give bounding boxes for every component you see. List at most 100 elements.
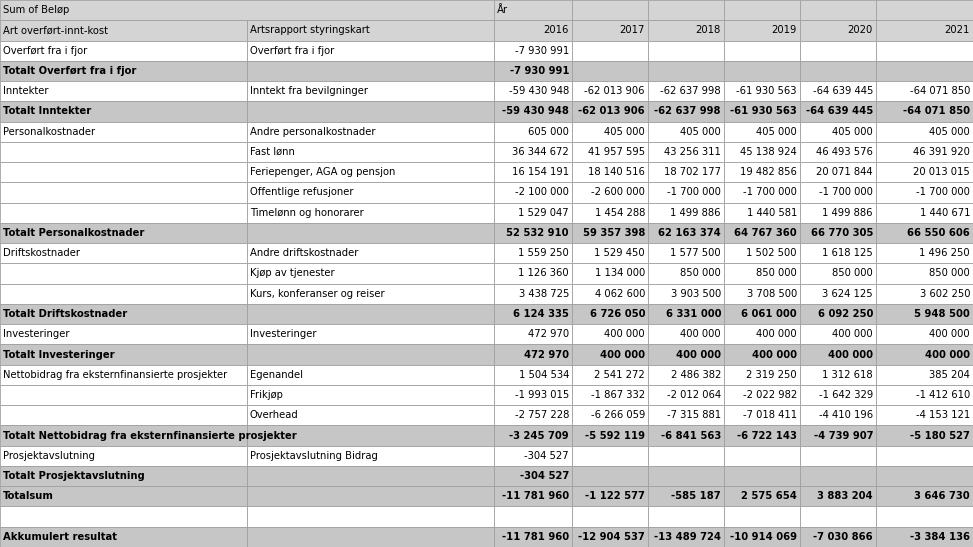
Bar bbox=[648, 426, 724, 446]
Bar bbox=[0, 385, 247, 405]
Text: 20 013 015: 20 013 015 bbox=[914, 167, 970, 177]
Text: -59 430 948: -59 430 948 bbox=[509, 86, 569, 96]
Text: 5 948 500: 5 948 500 bbox=[915, 309, 970, 319]
Text: 43 256 311: 43 256 311 bbox=[665, 147, 721, 157]
Text: -1 122 577: -1 122 577 bbox=[585, 491, 645, 502]
Text: -1 700 000: -1 700 000 bbox=[667, 188, 721, 197]
Bar bbox=[724, 446, 800, 466]
Text: 400 000: 400 000 bbox=[756, 329, 797, 339]
Bar bbox=[648, 0, 724, 20]
Text: 850 000: 850 000 bbox=[832, 269, 873, 278]
Text: -2 757 228: -2 757 228 bbox=[515, 410, 569, 420]
Text: Sum of Beløp: Sum of Beløp bbox=[3, 5, 69, 15]
Text: 6 061 000: 6 061 000 bbox=[741, 309, 797, 319]
Bar bbox=[648, 142, 724, 162]
Bar bbox=[800, 385, 876, 405]
Text: 2 541 272: 2 541 272 bbox=[595, 370, 645, 380]
Text: 2019: 2019 bbox=[772, 25, 797, 36]
Text: Totalt Personalkostnader: Totalt Personalkostnader bbox=[3, 228, 144, 238]
Bar bbox=[800, 243, 876, 263]
Bar bbox=[0, 284, 247, 304]
Bar bbox=[876, 385, 973, 405]
Text: -62 637 998: -62 637 998 bbox=[661, 86, 721, 96]
Bar bbox=[572, 405, 648, 426]
Bar bbox=[494, 0, 572, 20]
Bar bbox=[572, 446, 648, 466]
Text: Offentlige refusjoner: Offentlige refusjoner bbox=[250, 188, 353, 197]
Text: -1 867 332: -1 867 332 bbox=[591, 390, 645, 400]
Text: 2018: 2018 bbox=[696, 25, 721, 36]
Bar bbox=[494, 263, 572, 284]
Text: 400 000: 400 000 bbox=[828, 350, 873, 359]
Bar bbox=[247, 61, 494, 81]
Bar bbox=[494, 101, 572, 121]
Text: -11 781 960: -11 781 960 bbox=[502, 532, 569, 542]
Bar bbox=[247, 385, 494, 405]
Bar bbox=[0, 486, 247, 507]
Bar bbox=[800, 0, 876, 20]
Bar bbox=[876, 61, 973, 81]
Bar bbox=[648, 40, 724, 61]
Bar bbox=[572, 101, 648, 121]
Bar bbox=[572, 61, 648, 81]
Bar bbox=[0, 182, 247, 202]
Text: 52 532 910: 52 532 910 bbox=[507, 228, 569, 238]
Text: 62 163 374: 62 163 374 bbox=[659, 228, 721, 238]
Bar bbox=[247, 446, 494, 466]
Bar bbox=[0, 405, 247, 426]
Bar bbox=[648, 263, 724, 284]
Bar bbox=[724, 345, 800, 365]
Bar bbox=[0, 40, 247, 61]
Text: -2 600 000: -2 600 000 bbox=[592, 188, 645, 197]
Bar bbox=[724, 61, 800, 81]
Bar bbox=[0, 223, 247, 243]
Bar bbox=[494, 446, 572, 466]
Bar bbox=[648, 405, 724, 426]
Bar bbox=[800, 223, 876, 243]
Text: -1 993 015: -1 993 015 bbox=[515, 390, 569, 400]
Text: -64 639 445: -64 639 445 bbox=[806, 107, 873, 117]
Bar bbox=[724, 284, 800, 304]
Bar bbox=[724, 507, 800, 527]
Text: -62 013 906: -62 013 906 bbox=[585, 86, 645, 96]
Text: -1 700 000: -1 700 000 bbox=[917, 188, 970, 197]
Bar bbox=[247, 527, 494, 547]
Text: 385 204: 385 204 bbox=[929, 370, 970, 380]
Bar bbox=[648, 81, 724, 101]
Bar bbox=[800, 20, 876, 40]
Bar bbox=[247, 121, 494, 142]
Text: 400 000: 400 000 bbox=[604, 329, 645, 339]
Bar bbox=[247, 426, 494, 446]
Bar bbox=[247, 345, 494, 365]
Bar bbox=[0, 121, 247, 142]
Bar bbox=[0, 426, 247, 446]
Text: 64 767 360: 64 767 360 bbox=[735, 228, 797, 238]
Bar bbox=[876, 223, 973, 243]
Bar bbox=[800, 446, 876, 466]
Bar bbox=[494, 81, 572, 101]
Text: 3 624 125: 3 624 125 bbox=[822, 289, 873, 299]
Bar bbox=[494, 243, 572, 263]
Text: 19 482 856: 19 482 856 bbox=[740, 167, 797, 177]
Bar bbox=[800, 426, 876, 446]
Bar bbox=[800, 486, 876, 507]
Text: -4 410 196: -4 410 196 bbox=[819, 410, 873, 420]
Text: 6 331 000: 6 331 000 bbox=[666, 309, 721, 319]
Bar bbox=[247, 365, 494, 385]
Text: -59 430 948: -59 430 948 bbox=[502, 107, 569, 117]
Bar bbox=[876, 182, 973, 202]
Text: 3 903 500: 3 903 500 bbox=[670, 289, 721, 299]
Bar bbox=[572, 40, 648, 61]
Text: 2016: 2016 bbox=[544, 25, 569, 36]
Bar bbox=[494, 486, 572, 507]
Bar bbox=[876, 486, 973, 507]
Bar bbox=[800, 304, 876, 324]
Bar bbox=[494, 61, 572, 81]
Text: Prosjektavslutning Bidrag: Prosjektavslutning Bidrag bbox=[250, 451, 378, 461]
Bar bbox=[247, 182, 494, 202]
Bar bbox=[247, 507, 494, 527]
Bar bbox=[247, 405, 494, 426]
Text: 850 000: 850 000 bbox=[929, 269, 970, 278]
Bar bbox=[724, 20, 800, 40]
Text: 59 357 398: 59 357 398 bbox=[583, 228, 645, 238]
